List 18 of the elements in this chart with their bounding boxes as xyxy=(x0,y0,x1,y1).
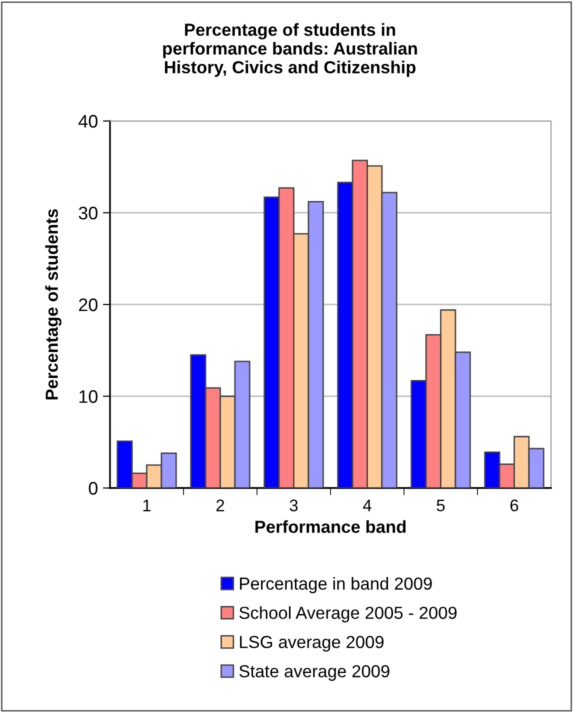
y-tick-label: 30 xyxy=(78,206,98,220)
chart-title: Percentage of students in performance bands: Australian History, Civics and Citizenship xyxy=(163,23,417,77)
x-tick-label: 5 xyxy=(436,500,445,512)
x-tick-label: 2 xyxy=(216,500,224,512)
y-tick-label: 0 xyxy=(88,482,98,495)
y-axis-title: Percentage of students xyxy=(45,209,62,400)
legend-label: School Average 2005 - 2009 xyxy=(239,606,457,622)
x-tick-label: 4 xyxy=(363,500,372,512)
y-tick-label: 10 xyxy=(79,390,98,403)
x-axis-title: Performance band xyxy=(255,520,406,533)
x-tick-label: 6 xyxy=(510,500,518,512)
x-tick-label: 1 xyxy=(143,500,151,512)
y-tick-label: 20 xyxy=(79,298,98,312)
x-tick-label: 3 xyxy=(290,500,298,512)
y-tick-label: 40 xyxy=(78,114,98,128)
legend-label: State average 2009 xyxy=(239,665,390,681)
legend-label: LSG average 2009 xyxy=(240,636,384,652)
legend-label: Percentage in band 2009 xyxy=(240,577,432,594)
